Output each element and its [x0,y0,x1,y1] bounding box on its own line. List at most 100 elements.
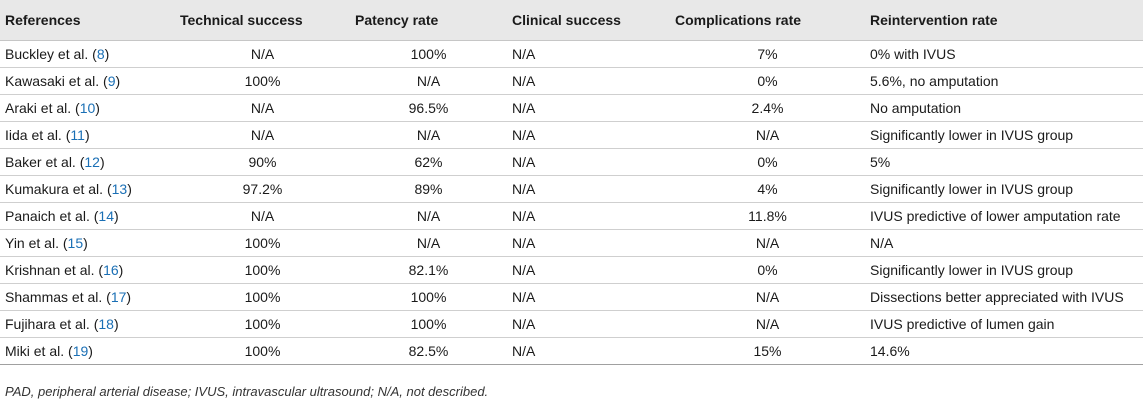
cell-complications-rate: N/A [755,289,780,305]
cell-patency-rate: 82.5% [408,343,449,359]
cell-patency-rate: 96.5% [408,100,449,116]
cell-technical-success: N/A [250,100,275,116]
cell-reference: Iida et al. (11) [5,127,90,143]
reference-link[interactable]: 12 [84,154,100,170]
cell-reference: Panaich et al. (14) [5,208,119,224]
cell-reference: Baker et al. (12) [5,154,105,170]
cell-patency-rate: 100% [410,46,447,62]
reference-link[interactable]: 17 [110,289,127,305]
cell-technical-success: 100% [244,262,281,278]
cell-clinical-success: N/A [512,46,536,62]
author-name: Kawasaki et al. [5,73,100,89]
author-name: Shammas et al. [5,289,103,305]
author-name: Iida et al. [5,127,62,143]
cell-technical-success: 100% [244,73,281,89]
reference-link[interactable]: 9 [107,73,116,89]
cell-technical-success: 97.2% [242,181,283,197]
table-header: References Technical success Patency rat… [0,0,1143,41]
table-row: Kumakura et al. (13) 97.2% 89% N/A 4% Signifi… [0,176,1143,203]
cell-technical-success: N/A [250,208,275,224]
cell-complications-rate: 0% [757,262,778,278]
cell-complications-rate: 11.8% [748,208,787,224]
cell-technical-success: 100% [244,316,281,332]
cell-clinical-success: N/A [512,181,536,197]
header-complications-rate: Complications rate [670,0,865,41]
author-name: Kumakura et al. [5,181,104,197]
cell-clinical-success: N/A [512,208,536,224]
results-table: References Technical success Patency rat… [0,0,1143,365]
cell-patency-rate: N/A [416,208,441,224]
cell-clinical-success: N/A [512,262,536,278]
table-footnote: PAD, peripheral arterial disease; IVUS, … [5,384,489,399]
author-name: Fujihara et al. [5,316,90,332]
cell-reference: Yin et al. (15) [5,235,88,251]
reference-link[interactable]: 14 [98,208,114,224]
cell-patency-rate: N/A [416,235,441,251]
cell-clinical-success: N/A [512,316,536,332]
cell-reintervention-rate: IVUS predictive of lower amputation rate [870,208,1121,224]
table-row: Shammas et al. (17) 100% 100% N/A N/A Dissect… [0,284,1143,311]
cell-reintervention-rate: Significantly lower in IVUS group [870,127,1074,143]
table-row: Panaich et al. (14) N/A N/A N/A 11.8% IVUS pr… [0,203,1143,230]
cell-clinical-success: N/A [512,235,536,251]
reference-link[interactable]: 10 [79,100,96,116]
cell-reference: Buckley et al. (8) [5,46,110,62]
cell-technical-success: N/A [250,46,275,62]
author-name: Panaich et al. [5,208,90,224]
cell-reference: Fujihara et al. (18) [5,316,119,332]
cell-complications-rate: 15% [753,343,782,359]
cell-technical-success: 100% [244,289,281,305]
table-row: Baker et al. (12) 90% 62% N/A 0% 5% [0,149,1143,176]
author-name: Yin et al. [5,235,59,251]
author-name: Miki et al. [5,343,65,359]
table-row: Krishnan et al. (16) 100% 82.1% N/A 0% Signif… [0,257,1143,284]
reference-link[interactable]: 19 [72,343,89,359]
cell-reference: Araki et al. (10) [5,100,100,116]
author-name: Baker et al. [5,154,76,170]
header-reintervention-rate: Reintervention rate [865,0,1143,41]
cell-reference: Miki et al. (19) [5,343,93,359]
cell-reintervention-rate: Significantly lower in IVUS group [870,262,1074,278]
reference-link[interactable]: 11 [70,127,85,143]
table-row: Fujihara et al. (18) 100% 100% N/A N/A IVUS p… [0,311,1143,338]
cell-reference: Shammas et al. (17) [5,289,132,305]
table-row: Araki et al. (10) N/A 96.5% N/A 2.4% No amput… [0,95,1143,122]
cell-reintervention-rate: No amputation [870,100,962,116]
cell-patency-rate: 82.1% [408,262,449,278]
table-row: Yin et al. (15) 100% N/A N/A N/A N/A [0,230,1143,257]
header-clinical-success: Clinical success [507,0,670,41]
author-name: Araki et al. [5,100,72,116]
reference-link[interactable]: 18 [98,316,114,332]
cell-complications-rate: N/A [755,316,780,332]
cell-technical-success: 100% [244,343,281,359]
cell-complications-rate: N/A [755,235,780,251]
reference-link[interactable]: 15 [67,235,84,251]
cell-complications-rate: N/A [755,127,780,143]
cell-reintervention-rate: 14.6% [870,343,910,359]
table-row: Kawasaki et al. (9) 100% N/A N/A 0% 5.6%, no … [0,68,1143,95]
author-name: Buckley et al. [5,46,89,62]
cell-patency-rate: 89% [414,181,443,197]
cell-complications-rate: 4% [757,181,778,197]
cell-patency-rate: 62% [414,154,443,170]
cell-reintervention-rate: N/A [870,235,894,251]
cell-reference: Krishnan et al. (16) [5,262,124,278]
header-references: References [0,0,175,41]
cell-reference: Kumakura et al. (13) [5,181,132,197]
table-row: Iida et al. (11) N/A N/A N/A N/A Significantl… [0,122,1143,149]
cell-reference: Kawasaki et al. (9) [5,73,121,89]
reference-link[interactable]: 13 [111,181,128,197]
cell-clinical-success: N/A [512,154,536,170]
cell-reintervention-rate: 5% [870,154,891,170]
header-technical-success: Technical success [175,0,350,41]
cell-clinical-success: N/A [512,100,536,116]
cell-clinical-success: N/A [512,343,536,359]
cell-complications-rate: 0% [757,154,778,170]
reference-link[interactable]: 16 [103,262,119,278]
cell-patency-rate: N/A [416,127,441,143]
reference-link[interactable]: 8 [96,46,105,62]
cell-technical-success: 90% [248,154,277,170]
cell-technical-success: 100% [244,235,281,251]
cell-clinical-success: N/A [512,73,536,89]
cell-reintervention-rate: 0% with IVUS [870,46,956,62]
